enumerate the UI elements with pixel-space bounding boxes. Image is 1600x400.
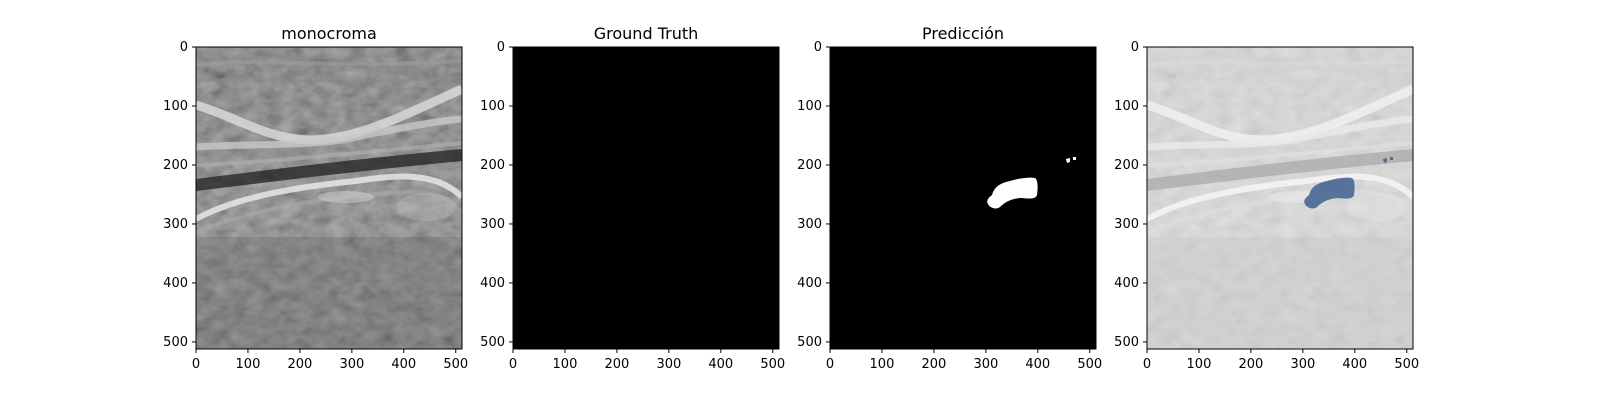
y-tick-label: 300 (480, 217, 505, 232)
y-tick-label: 100 (1114, 99, 1139, 114)
overlay-region-main (1304, 177, 1355, 209)
overlay-region-small (1383, 157, 1393, 163)
y-tick-label: 100 (163, 99, 188, 114)
x-tick-label: 200 (604, 357, 629, 372)
y-tick-label: 500 (797, 335, 822, 350)
panel-title-monocroma: monocroma (281, 24, 377, 43)
y-tick-label: 400 (1114, 276, 1139, 291)
y-tick-label: 300 (797, 217, 822, 232)
y-tick-label: 200 (480, 158, 505, 173)
x-tick-label: 300 (339, 357, 364, 372)
panel-ground-truth: Ground Truth 0 100 200 300 400 500 0 100 200 300… (480, 24, 785, 372)
panel-prediccion: Predicción 0 100 200 300 400 500 0 100 200 300 40… (797, 24, 1102, 372)
x-tick-label: 300 (1290, 357, 1315, 372)
x-tick-label: 400 (708, 357, 733, 372)
y-tick-label: 200 (1114, 158, 1139, 173)
y-tick-label: 300 (1114, 217, 1139, 232)
y-tick-label: 0 (1131, 40, 1139, 55)
panel-overlay: 0 100 200 300 400 500 0 100 200 300 400 500 (1114, 40, 1419, 372)
panel-title-prediccion: Predicción (922, 24, 1004, 43)
ground-truth-mask (513, 47, 779, 349)
x-tick-label: 300 (656, 357, 681, 372)
y-tick-label: 400 (480, 276, 505, 291)
x-tick-label: 400 (391, 357, 416, 372)
y-tick-label: 100 (480, 99, 505, 114)
x-tick-label: 400 (1342, 357, 1367, 372)
x-tick-label: 100 (1187, 357, 1212, 372)
x-tick-label: 500 (1394, 357, 1419, 372)
y-tick-label: 0 (180, 40, 188, 55)
x-tick-label: 0 (192, 357, 200, 372)
y-tick-label: 100 (797, 99, 822, 114)
y-tick-label: 200 (797, 158, 822, 173)
x-tick-label: 100 (553, 357, 578, 372)
x-tick-label: 100 (870, 357, 895, 372)
x-tick-label: 0 (1143, 357, 1151, 372)
x-tick-label: 0 (509, 357, 517, 372)
y-tick-label: 200 (163, 158, 188, 173)
prediction-mask (830, 47, 1096, 349)
x-tick-label: 500 (760, 357, 785, 372)
x-tick-label: 300 (973, 357, 998, 372)
panel-monocroma: monocroma 0 100 200 300 400 500 0 100 200 300 400… (163, 24, 468, 372)
x-tick-label: 500 (443, 357, 468, 372)
prediction-region-main (987, 177, 1038, 209)
y-tick-label: 500 (480, 335, 505, 350)
x-tick-label: 0 (826, 357, 834, 372)
y-tick-label: 500 (1114, 335, 1139, 350)
x-tick-label: 500 (1077, 357, 1102, 372)
y-tick-label: 400 (797, 276, 822, 291)
x-tick-label: 400 (1025, 357, 1050, 372)
y-tick-label: 0 (814, 40, 822, 55)
ultrasound-image (196, 47, 462, 349)
y-tick-label: 400 (163, 276, 188, 291)
y-tick-label: 0 (497, 40, 505, 55)
x-tick-label: 200 (287, 357, 312, 372)
prediction-region-small (1066, 157, 1076, 163)
x-tick-label: 200 (1238, 357, 1263, 372)
y-tick-label: 500 (163, 335, 188, 350)
x-tick-label: 200 (921, 357, 946, 372)
panel-title-ground-truth: Ground Truth (594, 24, 699, 43)
y-tick-label: 300 (163, 217, 188, 232)
x-tick-label: 100 (236, 357, 261, 372)
